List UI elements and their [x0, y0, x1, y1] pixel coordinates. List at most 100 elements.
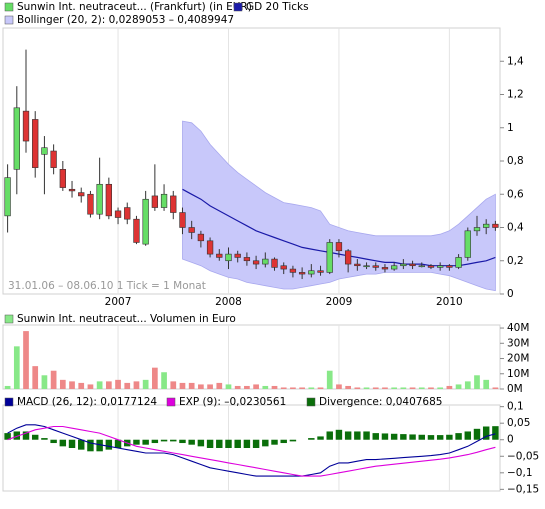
volume-bar: [446, 385, 453, 389]
divergence-bar: [464, 431, 472, 440]
divergence-bar: [4, 433, 11, 440]
divergence-bar: [170, 439, 177, 442]
y-tick-label: 0,2: [507, 255, 524, 267]
candle-body: [446, 265, 453, 268]
divergence-bar: [197, 439, 205, 447]
volume-bar: [133, 381, 140, 389]
divergence-bar: [344, 431, 352, 440]
indicator-line: [7, 424, 496, 477]
indicator-line: [7, 425, 496, 477]
candle-body: [252, 260, 260, 265]
candle-body: [344, 250, 352, 265]
volume-bar: [464, 381, 471, 389]
volume-bar: [253, 384, 259, 389]
volume-bar: [188, 382, 195, 389]
volume-bar: [4, 385, 11, 389]
legend-swatch: [166, 397, 176, 407]
candle-body: [464, 230, 471, 258]
volume-bar: [207, 384, 213, 389]
y-tick-label: 0M: [507, 383, 523, 395]
volume-bar: [96, 381, 103, 389]
divergence-bar: [160, 439, 168, 442]
legend-swatch: [4, 314, 14, 324]
volume-bar: [391, 387, 398, 389]
candle-body: [400, 263, 407, 267]
candle-body: [151, 195, 159, 208]
divergence-bar: [455, 433, 462, 440]
candle-body: [133, 218, 140, 243]
candle-body: [188, 227, 195, 233]
candle-body: [381, 267, 389, 270]
divergence-bar: [96, 439, 103, 452]
y-tick-label: 1: [507, 122, 514, 134]
volume-bar: [345, 385, 351, 389]
panel-frame: [2, 324, 501, 390]
volume-bar: [115, 379, 121, 389]
y-tick-label: 0,4: [507, 222, 524, 234]
candle-body: [206, 240, 214, 255]
candle-body: [372, 265, 379, 268]
volume-bar: [41, 375, 48, 389]
candle-body: [160, 193, 168, 208]
volume-bar: [152, 367, 158, 389]
candle-body: [437, 265, 444, 268]
volume-bar: [87, 384, 94, 389]
candle-body: [289, 268, 297, 273]
divergence-bar: [409, 434, 416, 440]
legend-swatch: [233, 2, 243, 12]
volume-bar: [244, 385, 250, 389]
divergence-bar: [179, 439, 186, 444]
legend-swatch: [4, 15, 14, 25]
volume-bar: [308, 387, 315, 389]
candle-body: [409, 263, 416, 267]
volume-bar: [179, 382, 186, 389]
divergence-bar: [354, 431, 361, 440]
volume-bar: [455, 384, 462, 389]
candle-body: [22, 110, 30, 142]
volume-bar: [13, 346, 20, 389]
volume-bar: [198, 384, 204, 389]
volume-bar: [78, 382, 85, 389]
divergence-bar: [271, 439, 278, 445]
volume-bar: [437, 387, 444, 389]
volume-bar: [290, 387, 296, 389]
date-range-note: 31.01.06 – 08.06.10 1 Tick = 1 Monat: [8, 280, 206, 292]
divergence-bar: [280, 439, 287, 444]
volume-bar: [262, 385, 269, 389]
candle-body: [473, 227, 481, 232]
volume-bar: [105, 381, 112, 389]
volume-bar: [326, 370, 333, 389]
panel-frame: [2, 404, 501, 492]
volume-bar: [271, 385, 278, 389]
legend-label: GD 20 Ticks: [246, 1, 309, 13]
divergence-bar: [427, 435, 435, 440]
divergence-bar: [418, 434, 425, 440]
volume-bar: [354, 387, 361, 389]
volume-bar: [428, 387, 434, 389]
volume-bar: [142, 379, 149, 389]
candle-body: [59, 169, 66, 188]
candle-body: [326, 242, 333, 273]
candle-body: [455, 257, 462, 268]
divergence-bar: [326, 431, 333, 440]
divergence-bar: [390, 433, 398, 440]
divergence-bar: [234, 439, 241, 448]
volume-bar: [124, 382, 131, 389]
divergence-bar: [492, 426, 499, 440]
volume-bar: [483, 379, 490, 389]
divergence-bar: [308, 438, 315, 440]
volume-bar: [50, 370, 57, 389]
candle-body: [68, 188, 76, 192]
y-tick-label: 0,1: [507, 401, 524, 413]
divergence-bar: [114, 439, 122, 448]
volume-bar: [161, 372, 167, 389]
candle-body: [78, 192, 85, 197]
volume-bar: [299, 387, 305, 389]
x-tick-label: 2008: [215, 296, 242, 308]
divergence-bar: [31, 434, 39, 440]
divergence-bar: [446, 434, 453, 440]
candle-body: [4, 177, 11, 217]
volume-bar: [59, 379, 66, 389]
divergence-bar: [363, 431, 370, 440]
divergence-bar: [142, 439, 149, 445]
